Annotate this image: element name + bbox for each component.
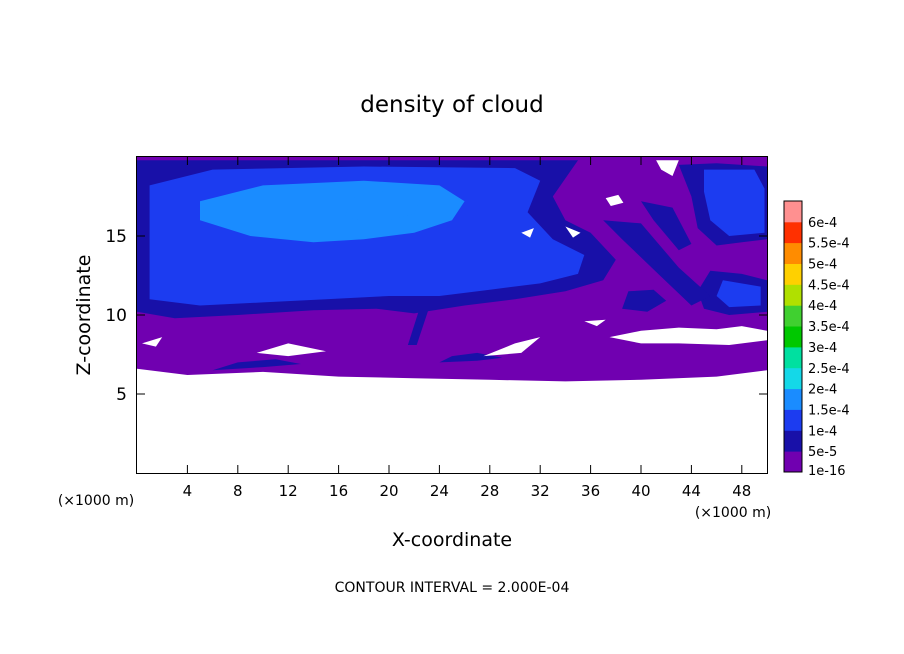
x-tick-label: 4: [183, 482, 193, 500]
colorbar-swatch: [784, 346, 802, 369]
colorbar-swatch: [784, 326, 802, 348]
x-tick-label: 16: [329, 482, 348, 500]
colorbar-swatch: [784, 367, 802, 390]
contour-region-gap-top-1: [521, 228, 534, 238]
x-unit-right: (×1000 m): [695, 505, 771, 521]
contour-region-low-streak-1: [212, 359, 301, 371]
contour-region-right-cloud-low-core: [716, 280, 761, 308]
contour-region-gap-right-low: [609, 326, 767, 345]
colorbar-swatch: [784, 201, 802, 223]
contour-region-diagonal-band-2: [641, 201, 692, 251]
x-tick-label: 44: [682, 482, 701, 500]
colorbar-swatch: [784, 263, 802, 285]
colorbar-label: 3e-4: [808, 341, 837, 356]
x-tick-label: 28: [480, 482, 499, 500]
y-tick-label: 15: [105, 227, 127, 247]
contour-region-core-peak: [344, 190, 421, 224]
colorbar-swatch: [784, 409, 802, 431]
colorbar-swatch: [784, 284, 802, 306]
contour-region-tower-stem: [407, 305, 430, 345]
y-axis-ticks: 5 10 15: [105, 227, 767, 405]
y-tick-label: 5: [116, 385, 127, 405]
contour-region-diagonal-band-1: [603, 220, 711, 306]
contour-region-gap-left: [142, 337, 163, 347]
colorbar-swatch: [784, 451, 802, 473]
x-unit-left: (×1000 m): [58, 493, 134, 509]
x-tick-label: 36: [581, 482, 600, 500]
colorbar-swatch: [784, 305, 802, 327]
contour-region-gap-top-3: [605, 194, 624, 206]
plot-frame: [136, 156, 768, 474]
x-axis-label: X-coordinate: [392, 529, 512, 551]
colorbar-label: 5e-4: [808, 258, 837, 273]
contour-region-left-streak: [622, 289, 667, 312]
colorbar-swatch: [784, 388, 802, 410]
colorbar-label: 5.5e-4: [808, 237, 850, 252]
x-tick-label: 40: [631, 482, 650, 500]
contour-region-gap-mid-1: [256, 343, 326, 357]
x-tick-label: 48: [732, 482, 751, 500]
contour-region-gap-top-4: [656, 160, 679, 176]
colorbar-legend: 1e-16 5e-5 1e-4 1.5e-4 2e-4 2.5e-4 3e-4 3.5e-4 4…: [783, 200, 850, 479]
colorbar-frame: [783, 200, 803, 473]
contour-region-gap-mid-3: [584, 319, 606, 327]
contour-region-gap-top-2: [565, 226, 581, 238]
colorbar-swatch: [784, 242, 802, 264]
colorbar-label: 5e-5: [808, 445, 837, 460]
colorbar-label: 2.5e-4: [808, 362, 850, 377]
contour-interval: CONTOUR INTERVAL = 2.000E-04: [335, 580, 570, 596]
colorbar-label: 2e-4: [808, 383, 837, 398]
x-tick-label: 24: [430, 482, 449, 500]
colorbar-label: 1.5e-4: [808, 404, 850, 419]
plot-area: [137, 157, 767, 473]
y-tick-label: 10: [105, 306, 127, 326]
x-tick-label: 20: [379, 482, 398, 500]
chart-title: density of cloud: [360, 92, 543, 118]
contour-region-right-cloud-core: [704, 169, 765, 236]
colorbar-label: 3.5e-4: [808, 320, 850, 335]
colorbar-label: 1e-16: [808, 464, 846, 479]
colorbar-swatch: [784, 430, 802, 452]
x-tick-label: 32: [531, 482, 550, 500]
x-tick-label: 8: [233, 482, 243, 500]
colorbar-label: 6e-4: [808, 216, 837, 231]
y-axis-label: Z-coordinate: [73, 255, 95, 376]
x-axis-ticks: 4 8 12 16 20 24 28 32 36 40 44 48: [183, 157, 751, 500]
contour-region-gap-mid-2: [483, 337, 541, 357]
colorbar-label: 4e-4: [808, 299, 837, 314]
contour-region-no-cloud-below: [137, 368, 767, 473]
colorbar-label: 1e-4: [808, 424, 837, 439]
colorbar-label: 4.5e-4: [808, 278, 850, 293]
x-tick-label: 12: [279, 482, 298, 500]
colorbar-swatch: [784, 221, 802, 244]
